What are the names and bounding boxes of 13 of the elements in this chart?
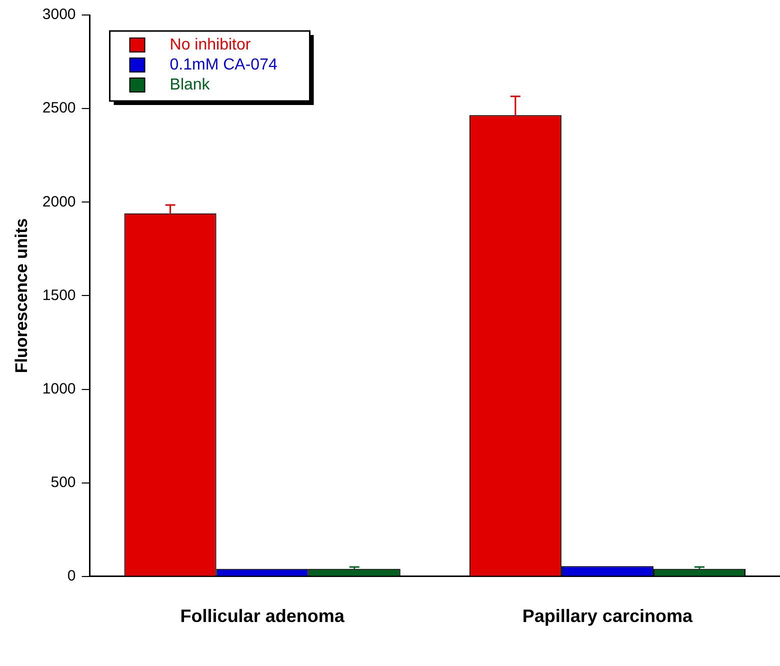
legend-label: Blank	[170, 76, 211, 94]
y-tick-label: 1500	[42, 286, 76, 304]
y-tick-label: 500	[50, 474, 76, 491]
x-tick-label: Follicular adenoma	[180, 606, 346, 626]
legend-label: No inhibitor	[170, 36, 252, 54]
legend-label: 0.1mM CA-074	[170, 56, 278, 74]
y-axis-title: Fluorescence units	[12, 218, 31, 374]
y-tick-label: 2000	[42, 193, 76, 210]
y-tick-label: 0	[67, 568, 76, 585]
y-tick-label: 2500	[42, 100, 76, 117]
y-tick-label: 1000	[42, 380, 76, 398]
x-tick-label: Papillary carcinoma	[522, 606, 694, 626]
y-tick-label: 3000	[42, 6, 76, 24]
